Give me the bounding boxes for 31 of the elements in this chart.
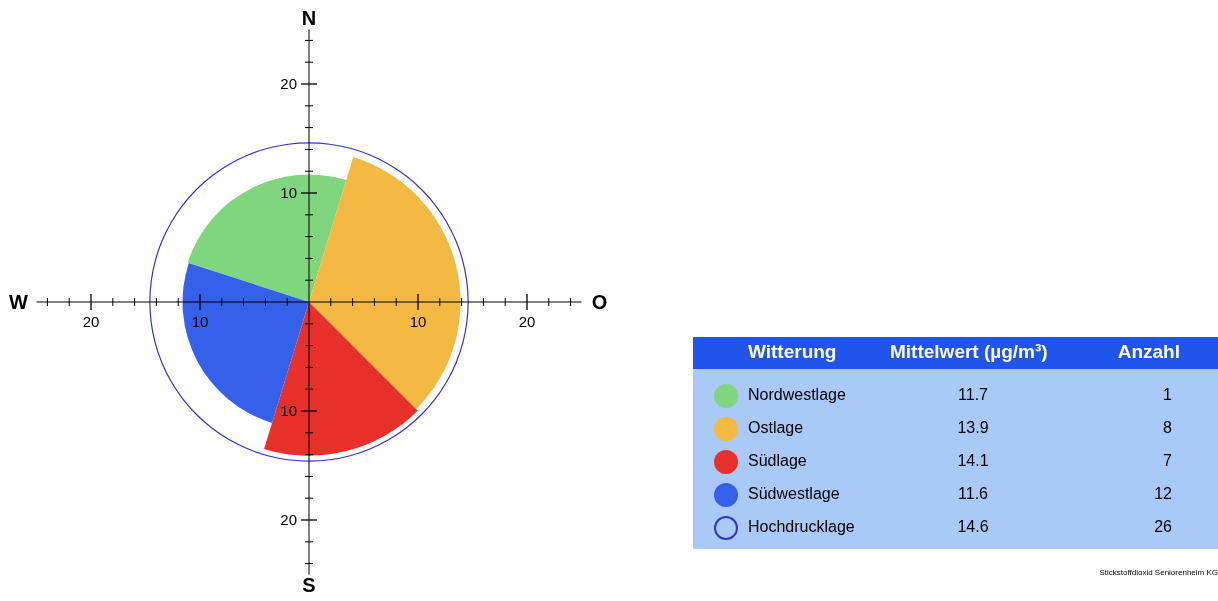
text: Anzahl (1117, 341, 1180, 363)
data-label: 13.9 (956, 419, 990, 437)
data-label: 14.6 (956, 518, 990, 536)
category-label: Hochdrucklage (748, 518, 855, 536)
category-label: Südlage (748, 452, 807, 470)
data-label: 1 (1163, 386, 1172, 404)
category-label: Nordwestlage (748, 386, 846, 404)
text: 10 (409, 313, 427, 330)
data-label: 14.1 (956, 452, 990, 470)
text: 10 (280, 402, 297, 419)
series-label: Mittelwert (µg/m³) (890, 341, 1048, 363)
text: 10 (280, 184, 297, 201)
text: 10 (191, 313, 209, 330)
text: Stickstoffdioxid Seniorenheim KG (1099, 568, 1218, 577)
legend-title: Witterung (748, 341, 837, 363)
data-label: 12 (1154, 485, 1172, 503)
category-label: Südwestlage (748, 485, 840, 503)
text: 20 (280, 511, 297, 528)
text: O (591, 291, 608, 313)
data-label: 11.6 (957, 485, 989, 503)
text: 20 (518, 313, 536, 330)
text: S (302, 573, 316, 596)
text: 20 (82, 313, 100, 330)
data-label: 7 (1163, 452, 1172, 470)
data-label: 8 (1163, 419, 1172, 437)
data-label: 26 (1154, 518, 1172, 536)
text: 20 (280, 75, 297, 92)
data-label: 11.7 (957, 386, 989, 404)
text: W (9, 291, 29, 313)
category-label: Ostlage (748, 419, 804, 437)
text: N (301, 6, 317, 29)
